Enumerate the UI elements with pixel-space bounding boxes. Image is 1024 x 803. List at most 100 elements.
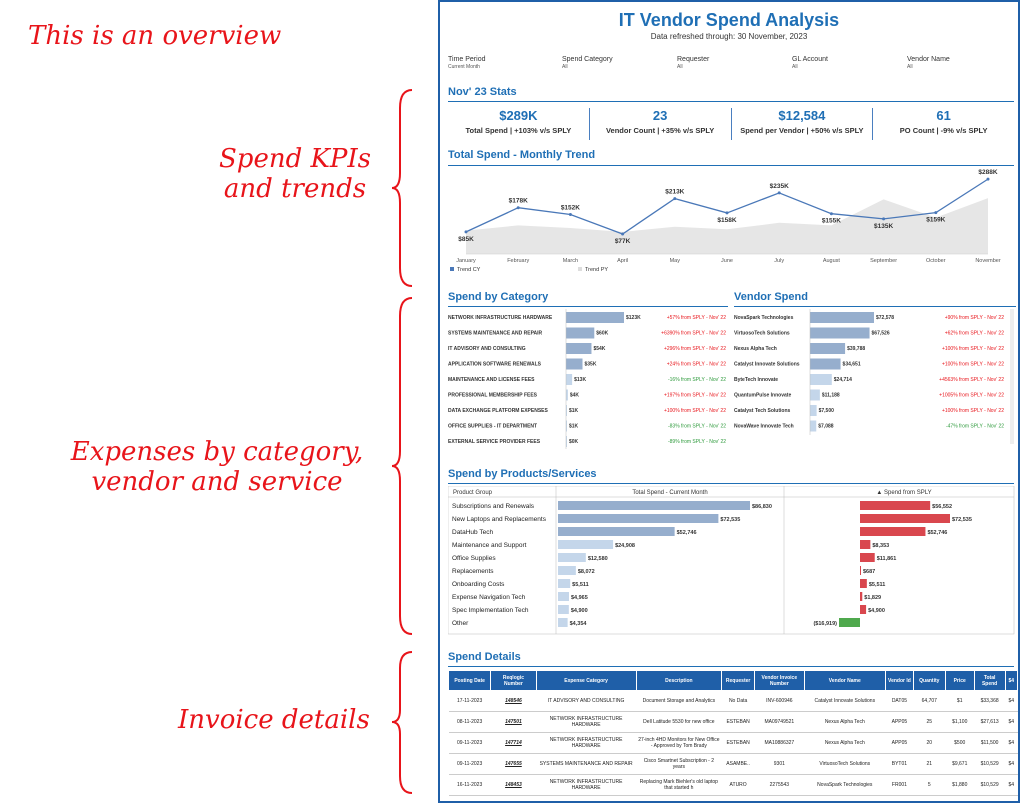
bar [566, 343, 592, 354]
details-row[interactable]: 09-11-2023 147714 NETWORK INFRASTRUCTURE H… [448, 732, 1018, 754]
bar [810, 420, 817, 432]
details-cell: $4 [1005, 732, 1018, 754]
filter-vendor-name[interactable]: Vendor Name All [907, 56, 1017, 70]
products-group-label: New Laptops and Replacements [452, 516, 547, 523]
kpi-po-count: 61 PO Count | -9% v/s SPLY [873, 108, 1014, 140]
reqlogic-link[interactable]: 147655 [490, 753, 537, 775]
details-header[interactable]: Posting Date [447, 670, 492, 691]
bar [810, 405, 817, 416]
details-cell: FR001 [885, 774, 914, 796]
products-total-bar [558, 592, 569, 601]
vendor-chart: NovaSpark Technologies $72,578 +90% from S… [734, 309, 1014, 444]
details-cell: Replacing Mark Biehler's old laptop that… [636, 774, 722, 796]
filter-spend-category[interactable]: Spend Category All [562, 56, 672, 70]
products-chart: Product Group Total Spend - Current Month… [448, 486, 1015, 635]
products-sply-label: ($16,919) [813, 621, 837, 627]
products-total-label: $72,535 [720, 517, 740, 523]
reqlogic-link[interactable]: 148453 [490, 774, 537, 796]
bar-category-label: NovaSpark Technologies [734, 315, 794, 321]
details-header[interactable]: Quantity [912, 670, 946, 691]
details-cell: ATURO [721, 774, 755, 796]
products-total-bar [558, 618, 568, 627]
details-cell: NETWORK INFRASTRUCTURE HARDWARE [536, 711, 637, 733]
details-cell: $4 [1005, 753, 1018, 775]
reqlogic-link[interactable]: 147714 [490, 732, 537, 754]
annotation-expenses-line1: Expenses by category, [70, 437, 364, 467]
bar-category-label: MAINTENANCE AND LICENSE FEES [448, 377, 535, 383]
bar [566, 327, 595, 339]
filter-value: All [677, 64, 683, 70]
bar-change-label: +57% from SPLY - Nov' 22 [667, 315, 726, 321]
annotation-brace-kpis [392, 89, 413, 287]
details-cell: $10,529 [974, 774, 1006, 796]
details-header[interactable]: $4 [1004, 670, 1018, 691]
bar-value-label: $54K [593, 346, 605, 352]
vendor-scrollbar [1010, 309, 1014, 444]
reqlogic-link[interactable]: 148546 [490, 690, 537, 712]
category-divider [448, 306, 728, 307]
details-cell: $500 [945, 732, 975, 754]
details-header[interactable]: Total Spend [973, 670, 1006, 691]
filter-requester[interactable]: Requester All [677, 56, 787, 70]
annotation-expenses: Expenses by category, vendor and service [64, 437, 370, 498]
bar-change-label: +4563% from SPLY - Nov' 22 [939, 377, 1004, 383]
trend-cy-point [829, 212, 833, 216]
bar-change-label: +100% from SPLY - Nov' 22 [664, 408, 726, 414]
details-cell: 09-11-2023 [448, 732, 491, 754]
details-cell: Document Storage and Analytics [636, 690, 722, 712]
bar-value-label: $60K [596, 331, 608, 337]
details-cell: DAT05 [885, 690, 914, 712]
trend-data-label: $77K [615, 238, 631, 245]
bar-change-label: +100% from SPLY - Nov' 22 [942, 346, 1004, 352]
products-group-label: Spec Implementation Tech [452, 607, 529, 614]
trend-cy-point [777, 191, 781, 195]
products-total-label: $4,354 [570, 621, 588, 627]
products-sply-label: $5,511 [869, 582, 886, 588]
details-header[interactable]: Description [635, 670, 723, 691]
details-row[interactable]: 17-11-2023 148546 IT ADVISORY AND CONSULTI… [448, 690, 1018, 712]
details-cell: 5 [913, 774, 946, 796]
details-row[interactable]: 08-11-2023 147501 NETWORK INFRASTRUCTURE H… [448, 711, 1018, 733]
details-cell: ESTEBAN [721, 732, 755, 754]
filter-label: Vendor Name [907, 56, 950, 63]
filter-value: All [792, 64, 798, 70]
filter-time-period[interactable]: Time Period Current Month [448, 56, 558, 70]
details-cell: 27-inch 4HD Monitors for New Office - Ap… [636, 732, 722, 754]
products-group-label: Replacements [452, 568, 494, 575]
details-cell: Nexus Alpha Tech [804, 732, 886, 754]
bar-category-label: QuantumPulse Innovate [734, 393, 791, 399]
products-sply-label: $8,353 [872, 543, 889, 549]
details-header[interactable]: Reqlogic Number [490, 670, 537, 691]
bar-value-label: $72,578 [876, 315, 894, 321]
bar-value-label: $4K [570, 393, 580, 399]
details-header[interactable]: Vendor Id [885, 670, 914, 691]
details-cell: 20 [913, 732, 946, 754]
details-header[interactable]: Price [944, 670, 975, 691]
filter-gl-account[interactable]: GL Account All [792, 56, 902, 70]
products-total-label: $4,965 [571, 595, 588, 601]
trend-data-label: $178K [509, 198, 528, 205]
details-header[interactable]: Vendor Name [803, 670, 887, 691]
bar-category-label: Nexus Alpha Tech [734, 346, 777, 352]
annotation-kpis-line2: and trends [223, 173, 367, 204]
details-header-row: Posting Date Reqlogic Number Expense Cat… [447, 670, 1018, 691]
products-header-group: Product Group [453, 490, 493, 496]
legend-py-swatch [578, 267, 582, 271]
details-header[interactable]: Vendor Invoice Number [754, 670, 805, 691]
bar-change-label: +100% from SPLY - Nov' 22 [942, 408, 1004, 414]
trend-cy-point [464, 230, 468, 234]
details-row[interactable]: 16-11-2023 148453 NETWORK INFRASTRUCTURE H… [448, 774, 1018, 796]
details-cell: 9301 [754, 753, 805, 775]
bar-change-label: +197% from SPLY - Nov' 22 [664, 393, 726, 399]
products-total-bar [558, 605, 569, 614]
trend-data-label: $155K [822, 218, 841, 225]
details-header[interactable]: Requester [721, 670, 756, 691]
annotation-kpis: Spend KPIs and trends [200, 144, 390, 205]
details-row[interactable]: 09-11-2023 147655 SYSTEMS MAINTENANCE AND … [448, 753, 1018, 775]
trend-data-label: $85K [458, 236, 474, 243]
bar-change-label: +296% from SPLY - Nov' 22 [664, 346, 726, 352]
details-header[interactable]: Expense Category [535, 670, 637, 691]
kpi-spend-per-vendor: $12,584 Spend per Vendor | +50% v/s SPLY [732, 108, 874, 140]
reqlogic-link[interactable]: 147501 [490, 711, 537, 733]
bar-value-label: $34,651 [843, 362, 861, 368]
